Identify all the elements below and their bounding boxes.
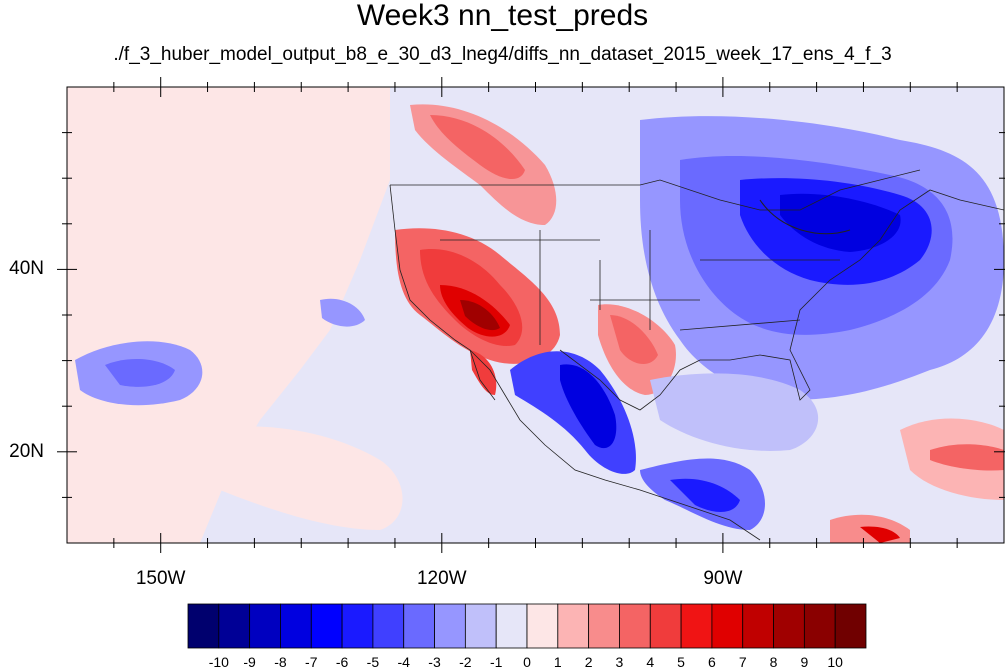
pacific-warm-area (67, 87, 390, 543)
colorbar-swatch (280, 603, 312, 649)
lat-tick-label: 40N (9, 258, 44, 280)
colorbar-tick-label: -5 (366, 654, 380, 670)
colorbar-swatch (834, 603, 867, 649)
map-ticks (57, 77, 1005, 553)
colorbar-tick-label: -1 (489, 654, 503, 670)
colorbar-swatch (372, 603, 405, 649)
colorbar-swatch (464, 603, 497, 649)
colorbar-tick-label: -2 (459, 654, 472, 670)
colorbar-swatch (742, 603, 774, 649)
colorbar-tick-label: -8 (274, 654, 287, 670)
anomaly-field (67, 87, 1004, 543)
colorbar (187, 603, 867, 649)
colorbar-swatch (495, 603, 528, 649)
colorbar-tick-label: -7 (305, 654, 318, 670)
colorbar-swatch (403, 603, 435, 649)
lat-tick-label: 20N (9, 440, 44, 462)
lon-tick-label: 120W (416, 568, 467, 589)
colorbar-tick-label: 0 (523, 654, 531, 670)
colorbar-tick-label: -10 (208, 654, 229, 670)
colorbar-tick-label: -4 (397, 654, 410, 670)
coastlines (389, 169, 1004, 541)
colorbar-tick-label: 9 (800, 654, 809, 670)
colorbar-swatch (680, 603, 713, 649)
colorbar-tick-label: 2 (584, 654, 593, 670)
colorbar-tick-label: 7 (738, 654, 747, 670)
colorbar-swatch (310, 603, 343, 649)
colorbar-swatch (773, 603, 805, 649)
colorbar-swatch (649, 603, 682, 649)
colorbar-swatch (218, 603, 251, 649)
colorbar-tick-label: 4 (646, 654, 655, 670)
colorbar-tick-label: 10 (827, 654, 843, 670)
colorbar-swatch (187, 603, 220, 649)
lon-tick-label: 150W (135, 568, 186, 589)
colorbar-swatch (557, 603, 590, 649)
colorbar-tick-label: 3 (615, 654, 624, 670)
colorbar-tick-label: 1 (553, 654, 562, 670)
chart-title: Week3 nn_test_preds (356, 0, 649, 32)
lon-tick-label: 90W (703, 568, 743, 589)
colorbar-swatch (341, 603, 374, 649)
colorbar-swatch (803, 603, 836, 649)
colorbar-tick-label: 6 (708, 654, 716, 670)
colorbar-tick-label: -3 (428, 654, 441, 670)
colorbar-tick-label: -9 (243, 654, 256, 670)
colorbar-tick-label: 8 (769, 654, 778, 670)
colorbar-swatch (434, 603, 466, 649)
colorbar-swatch (526, 603, 559, 649)
colorbar-tick-label: 5 (677, 654, 685, 670)
colorbar-swatch (619, 603, 651, 649)
chart-subtitle: ./f_3_huber_model_output_b8_e_30_d3_lneg… (113, 44, 892, 65)
colorbar-swatch (711, 603, 744, 649)
colorbar-swatch (588, 603, 620, 649)
colorbar-swatch (249, 603, 281, 649)
colorbar-tick-label: -6 (335, 654, 349, 670)
